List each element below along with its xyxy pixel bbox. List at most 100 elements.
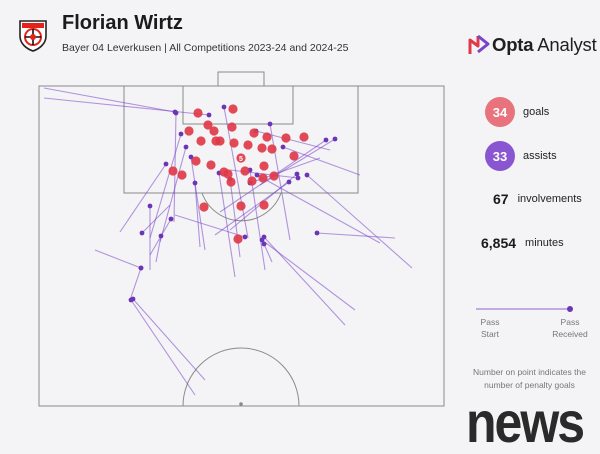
assist-received-point [242,234,248,240]
assist-received-point [206,112,212,118]
goals-bubble: 34 [485,97,515,127]
assist-received-point [332,136,338,142]
assist-received-point [295,175,301,181]
assist-pass-line [190,156,206,251]
assist-pass-line [141,204,171,234]
brand-name-bold: Opta [492,34,534,55]
assist-pass-line [43,87,176,113]
assist-pass [304,172,413,269]
assist-pass-line [194,182,201,248]
page-subtitle: Bayer 04 Leverkusen | All Competitions 2… [62,42,349,54]
assist-pass [227,176,241,258]
assist-pass [173,110,179,223]
goal-point [177,170,187,180]
involvements-label: involvements [517,193,582,205]
assist-pass [267,121,291,241]
leverkusen-crest-icon [19,20,47,52]
goal-point [240,166,250,176]
goal-point [289,151,299,161]
assist-pass-line [159,146,187,243]
assist-pass [159,144,189,243]
goal-point [227,122,237,132]
centre-circle-arc [182,347,300,407]
assist-pass [129,265,144,301]
goals-stat: 34 goals [485,97,549,127]
goal-point [193,108,203,118]
assist-received-point [138,265,144,271]
assist-pass [261,234,346,326]
assist-pass-line [132,298,206,381]
assist-pass [216,170,236,278]
assist-pass-line [174,214,246,238]
goal-point [215,136,225,146]
assist-pass [130,296,206,381]
assists-stat: 33 assists [485,141,557,171]
goal-point [236,153,246,163]
goal-point [233,234,243,244]
minutes-label: minutes [525,237,564,249]
goal-point [249,128,259,138]
involvements-stat: 67 involvements [493,191,582,207]
assist-pass [314,230,396,239]
assist-received-point [192,180,198,186]
assist-received-point [294,171,300,177]
page-title: Florian Wirtz [62,12,183,34]
goal-point [199,202,209,212]
goal-layer: 5 [168,104,309,244]
assist-pass [214,179,292,236]
minutes-value: 6,854 [481,235,517,251]
goal-point [184,126,194,136]
pitch-markings [38,71,445,407]
opta-logo-icon [468,34,490,54]
goal-point [206,160,216,170]
assist-pass-line [269,123,291,241]
penalty-area [123,85,359,194]
assist-pass [174,214,248,240]
assist-pass [149,131,184,239]
assist-received-point [183,144,189,150]
assist-pass-line [316,232,396,239]
assist-pass-line [94,249,142,269]
assist-pass [188,154,206,251]
goal-point [247,176,257,186]
assist-pass [147,203,153,270]
involvements-value: 67 [493,191,509,207]
goal-point [191,156,201,166]
assist-pass [94,249,144,271]
goals-label: goals [523,106,550,118]
goal-point [236,201,246,211]
legend-pass-received: Pass Received [552,317,588,339]
assist-received-point [304,172,310,178]
assist-received-point [163,161,169,167]
goal-point [259,200,269,210]
goal-point [226,177,236,187]
assist-pass-line [129,267,142,301]
assist-received-point [173,110,179,116]
assist-pass [43,97,212,118]
assist-received-point [286,179,292,185]
news-watermark: news [466,390,585,454]
assist-received-point [178,131,184,137]
assist-received-point [314,230,320,236]
assist-layer [43,87,413,396]
assist-pass-line [155,235,162,263]
assist-pass [280,144,361,176]
goal-point [258,173,268,183]
assist-received-point [158,233,164,239]
assist-pass-line [282,146,361,176]
penalty-goal-count: 5 [239,156,243,163]
assist-received-point [261,234,267,240]
assist-pass [247,157,321,186]
opta-analyst-logo: Opta Analyst [466,32,597,58]
assist-pass-line [218,172,236,278]
goal-point [299,132,309,142]
assist-received-point [280,144,286,150]
goal-point [223,169,233,179]
assist-pass-line [229,178,241,258]
legend-line [476,306,573,312]
assist-pass-line [306,174,413,269]
assists-label: assists [523,150,557,162]
goal-point [196,136,206,146]
assist-pass-line [263,243,273,263]
